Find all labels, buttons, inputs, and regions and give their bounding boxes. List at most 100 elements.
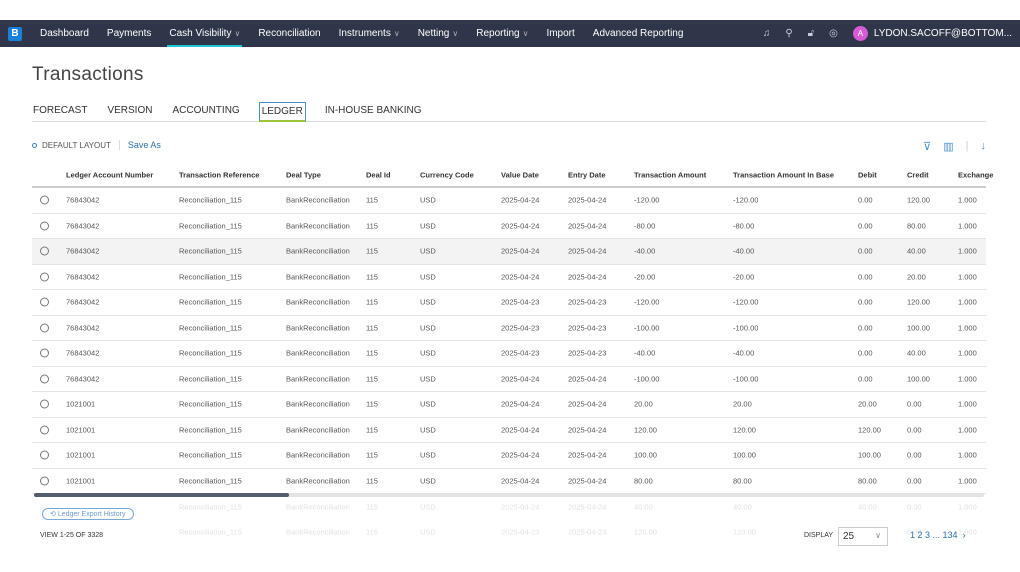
table-cell: 115: [366, 425, 378, 435]
table-row[interactable]: 76843042 Reconciliation_115 BankReconcilia…: [32, 214, 986, 239]
table-cell: USD: [420, 297, 436, 307]
column-header[interactable]: Deal Id: [366, 170, 391, 179]
scrollbar-thumb[interactable]: [34, 493, 289, 497]
column-header[interactable]: Exchange: [958, 170, 994, 179]
table-row[interactable]: 76843042 Reconciliation_115 BankReconcilia…: [32, 341, 986, 367]
nav-item-reconciliation[interactable]: Reconciliation: [258, 20, 320, 47]
tab-in-house-banking[interactable]: IN-HOUSE BANKING: [324, 105, 422, 116]
next-page-icon[interactable]: ›: [960, 530, 966, 540]
avatar[interactable]: A: [852, 26, 868, 41]
table-cell: 115: [366, 374, 378, 384]
column-header[interactable]: Deal Type: [286, 170, 321, 179]
row-select-radio[interactable]: [40, 195, 49, 205]
table-row[interactable]: Reconciliation_115 BankReconciliation 115 U…: [32, 520, 986, 546]
table-cell: 40.00: [858, 502, 877, 512]
column-header[interactable]: Value Date: [501, 170, 539, 179]
column-header[interactable]: Transaction Reference: [179, 170, 260, 179]
table-cell: Reconciliation_115: [179, 323, 242, 333]
table-row[interactable]: 1021001 Reconciliation_115 BankReconciliat…: [32, 443, 986, 469]
tab-ledger[interactable]: LEDGER: [258, 102, 306, 122]
row-select-radio[interactable]: [40, 272, 49, 282]
table-cell: 0.00: [858, 374, 873, 384]
column-header[interactable]: Transaction Amount In Base: [733, 170, 834, 179]
tab-accounting[interactable]: ACCOUNTING: [172, 105, 240, 116]
row-select-radio[interactable]: [40, 476, 49, 486]
search-icon[interactable]: ⚲: [785, 28, 793, 39]
save-as-link[interactable]: Save As: [127, 140, 161, 150]
table-cell: BankReconciliation: [286, 450, 350, 460]
tab-version[interactable]: VERSION: [107, 105, 153, 116]
row-select-radio[interactable]: [40, 348, 49, 358]
row-select-radio[interactable]: [40, 399, 49, 409]
table-cell: USD: [420, 399, 436, 409]
nav-item-reporting[interactable]: Reporting ∨: [476, 20, 528, 47]
filter-icon[interactable]: ⊽: [923, 141, 932, 153]
row-select-radio[interactable]: [40, 374, 49, 384]
download-icon[interactable]: ↓: [980, 140, 987, 152]
table-row[interactable]: 1021001 Reconciliation_115 BankReconciliat…: [32, 469, 986, 494]
nav-item-cash-visibility[interactable]: Cash Visibility ∨: [167, 20, 243, 47]
nav-item-instruments[interactable]: Instruments ∨: [339, 20, 400, 47]
table-row[interactable]: 76843042 Reconciliation_115 BankReconcilia…: [32, 265, 986, 290]
table-cell: 2025-04-23: [568, 297, 607, 307]
table-row[interactable]: Reconciliation_115 BankReconciliation 115 U…: [32, 494, 986, 520]
page-links[interactable]: 1 2 3 ... 134: [910, 530, 958, 540]
column-header[interactable]: Credit: [907, 170, 929, 179]
table-cell: -40.00: [634, 348, 656, 358]
logo[interactable]: B: [8, 26, 22, 41]
lock-icon[interactable]: 🔓︎: [807, 28, 815, 39]
table-row[interactable]: 1021001 Reconciliation_115 BankReconciliat…: [32, 418, 986, 443]
table-cell: 76843042: [66, 323, 100, 333]
table-row[interactable]: 1021001 Reconciliation_115 BankReconciliat…: [32, 392, 986, 418]
table-cell: 1021001: [66, 425, 96, 435]
nav-item-netting[interactable]: Netting ∨: [418, 20, 459, 47]
settings-icon[interactable]: ◎: [829, 28, 838, 39]
page-size-select[interactable]: 25 ∨: [838, 527, 888, 546]
table-cell: 76843042: [66, 195, 100, 205]
column-header[interactable]: Entry Date: [568, 170, 606, 179]
bell-icon[interactable]: ♫: [762, 28, 771, 39]
row-select-radio[interactable]: [40, 323, 49, 333]
table-row[interactable]: 76843042 Reconciliation_115 BankReconcilia…: [32, 367, 986, 392]
ledger-export-history-button[interactable]: ⟲ Ledger Export History: [42, 508, 134, 520]
tab-forecast[interactable]: FORECAST: [33, 105, 88, 116]
table-cell: 80.00: [733, 476, 752, 486]
table-cell: Reconciliation_115: [179, 399, 242, 409]
table-cell: 1.000: [958, 425, 977, 435]
column-header[interactable]: Ledger Account Number: [66, 170, 154, 179]
table-cell: 2025-04-23: [568, 323, 607, 333]
table-row[interactable]: 76843042 Reconciliation_115 BankReconcilia…: [32, 239, 986, 265]
table-cell: 120.00: [634, 425, 657, 435]
table-cell: 115: [366, 399, 378, 409]
nav-item-payments[interactable]: Payments: [107, 20, 151, 47]
table-cell: 115: [366, 323, 378, 333]
table-cell: 0.00: [907, 425, 922, 435]
table-cell: BankReconciliation: [286, 476, 350, 486]
table-cell: USD: [420, 502, 436, 512]
columns-icon[interactable]: ▥: [943, 141, 954, 153]
row-select-radio[interactable]: [40, 450, 49, 460]
table-cell: -40.00: [733, 246, 755, 256]
column-header[interactable]: Transaction Amount: [634, 170, 707, 179]
nav-item-dashboard[interactable]: Dashboard: [40, 20, 89, 47]
nav-item-import[interactable]: Import: [546, 20, 574, 47]
row-select-radio[interactable]: [40, 425, 49, 435]
table-cell: 2025-04-23: [568, 527, 607, 537]
pagination[interactable]: 1 2 3 ... 134 ›: [910, 530, 966, 540]
column-header[interactable]: Debit: [858, 170, 877, 179]
row-select-radio[interactable]: [40, 221, 49, 231]
table-row[interactable]: 76843042 Reconciliation_115 BankReconcilia…: [32, 316, 986, 341]
table-cell: 40.00: [907, 246, 926, 256]
row-select-radio[interactable]: [40, 246, 49, 256]
display-label: DISPLAY: [804, 532, 834, 539]
table-row[interactable]: 76843042 Reconciliation_115 BankReconcilia…: [32, 290, 986, 316]
nav-item-advanced-reporting[interactable]: Advanced Reporting: [593, 20, 684, 47]
column-header[interactable]: Currency Code: [420, 170, 474, 179]
horizontal-scrollbar[interactable]: [34, 493, 984, 497]
user-menu[interactable]: LYDON.SACOFF@BOTTOM...: [873, 28, 1012, 39]
row-select-radio[interactable]: [40, 297, 49, 307]
layout-name[interactable]: DEFAULT LAYOUT: [42, 140, 111, 150]
table-row[interactable]: 76843042 Reconciliation_115 BankReconcilia…: [32, 188, 986, 214]
nav-item-label: Instruments: [338, 28, 391, 39]
table-cell: -20.00: [733, 272, 755, 282]
